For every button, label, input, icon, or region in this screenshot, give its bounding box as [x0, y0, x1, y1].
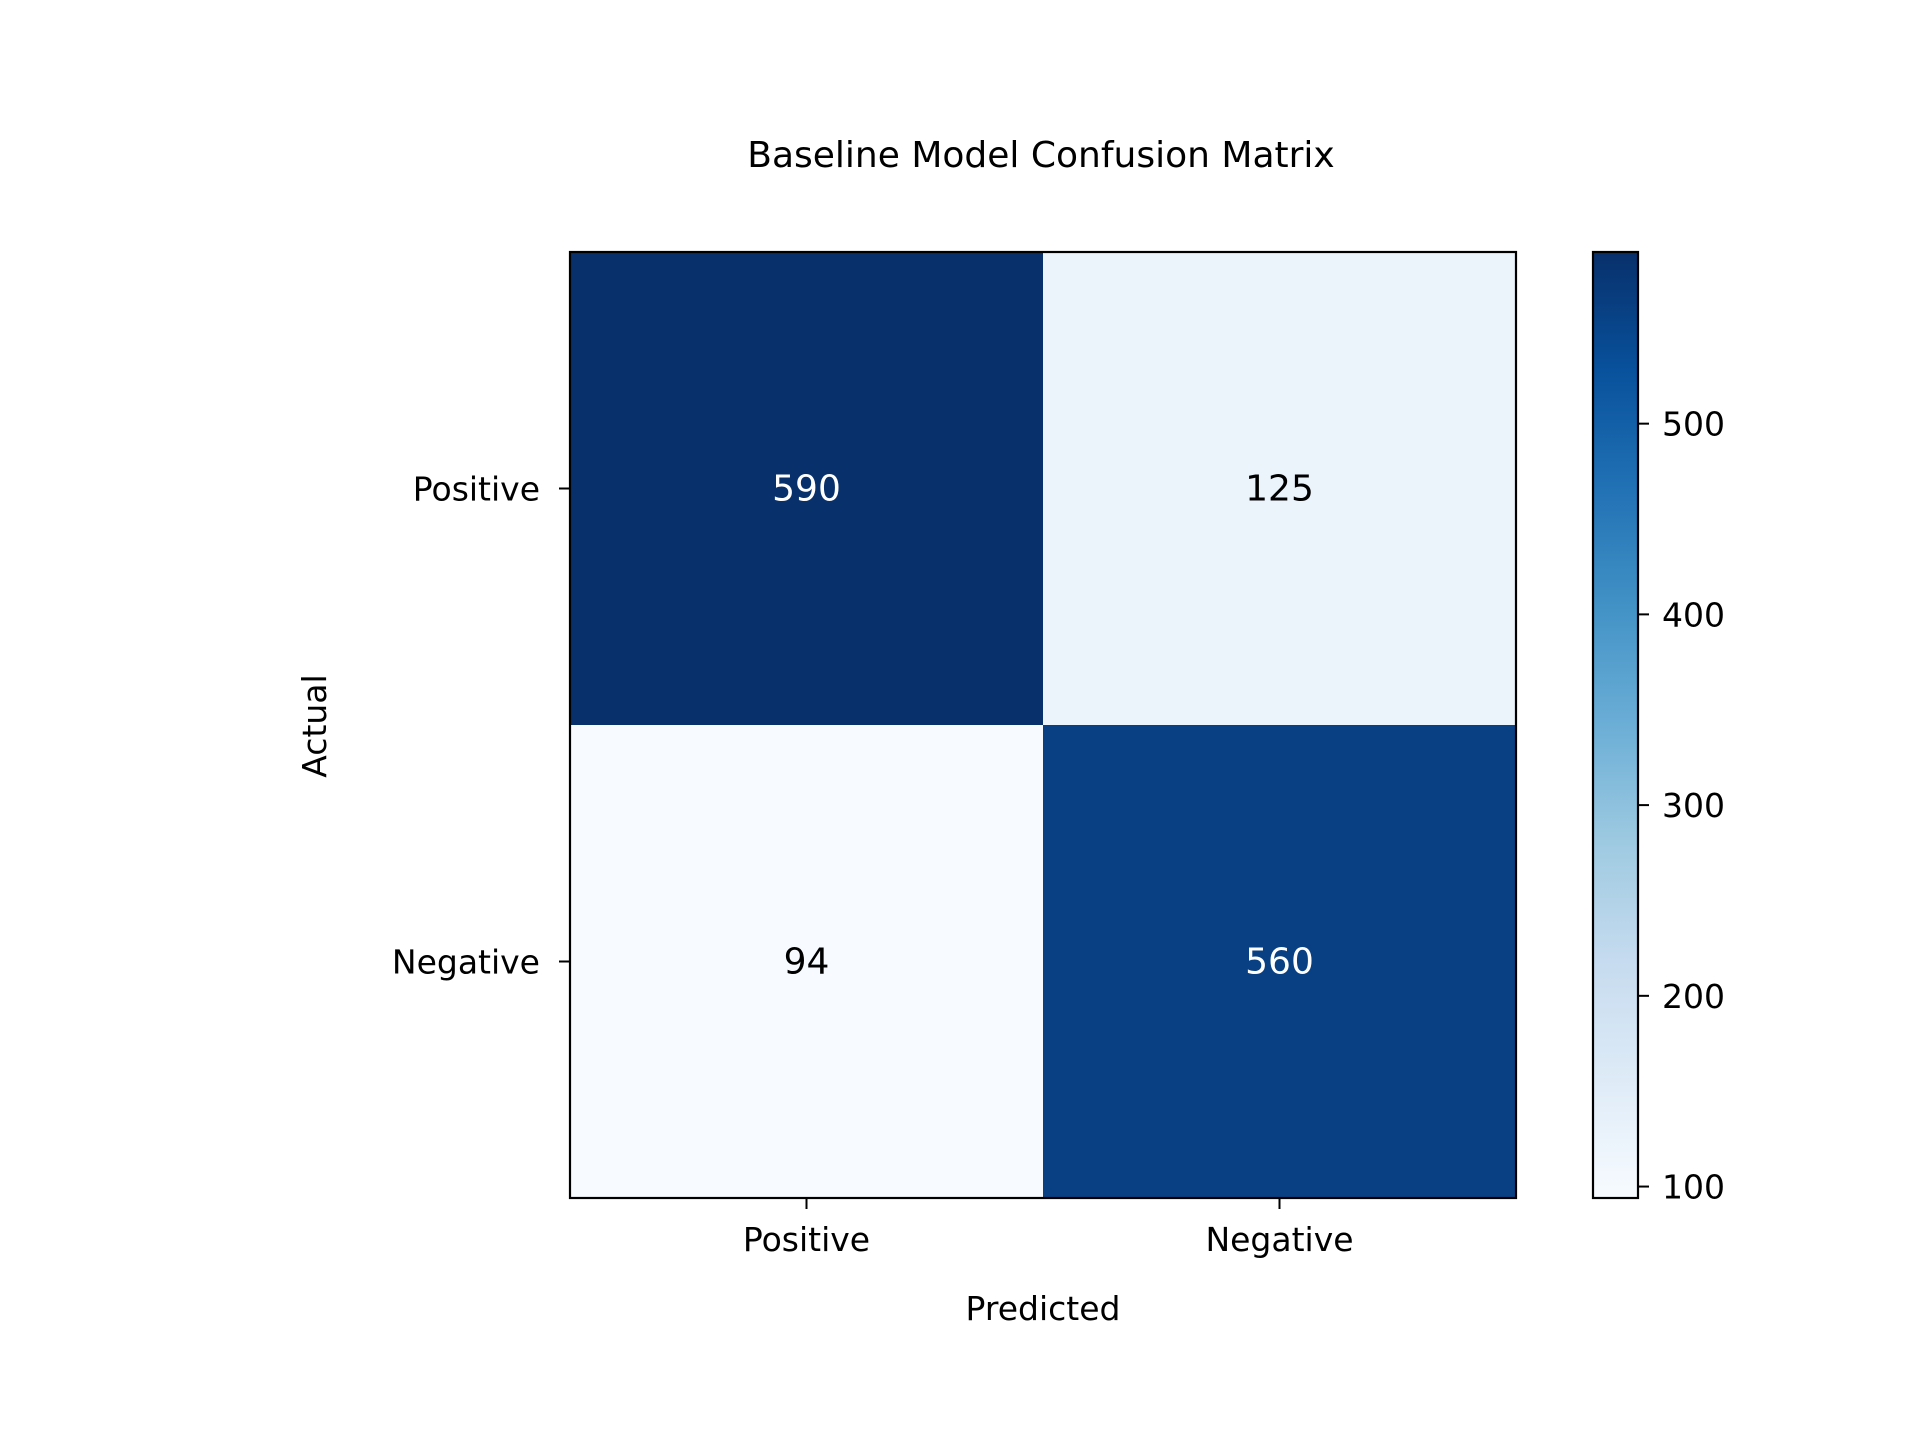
heatmap-cell [570, 252, 1044, 726]
x-tick-label: Positive [743, 1220, 870, 1259]
colorbar-tick-label: 400 [1662, 595, 1725, 634]
cell-value-label: 94 [784, 942, 830, 983]
heatmap-cell [570, 725, 1044, 1199]
colorbar-tick-label: 500 [1662, 405, 1725, 444]
colorbar [1593, 252, 1638, 1198]
cell-value-label: 125 [1245, 469, 1314, 510]
plot-frame [568, 250, 1518, 1200]
cell-value-label: 560 [1245, 942, 1314, 983]
heatmap-cell [1043, 725, 1517, 1199]
y-tick-label: Positive [413, 470, 540, 509]
cell-value-label: 590 [772, 469, 841, 510]
colorbar-tick-label: 100 [1662, 1168, 1725, 1207]
colorbar-tick-label: 200 [1662, 977, 1725, 1016]
y-axis-label: Actual [295, 674, 334, 777]
heatmap-cell-labels: 590 125 94 560 [772, 469, 1314, 983]
y-axis-ticks: Positive Negative [392, 470, 570, 982]
colorbar-ticks: 100 200 300 400 500 [1638, 405, 1725, 1207]
chart-title: Baseline Model Confusion Matrix [747, 135, 1334, 176]
colorbar-tick-label: 300 [1662, 786, 1725, 825]
x-tick-label: Negative [1205, 1220, 1353, 1259]
y-tick-label: Negative [392, 943, 540, 982]
heatmap-cells [570, 252, 1517, 1199]
x-axis-label: Predicted [966, 1289, 1121, 1328]
x-axis-ticks: Positive Negative [743, 1198, 1354, 1259]
heatmap-cell [1043, 252, 1517, 726]
colorbar-frame [1591, 250, 1640, 1200]
